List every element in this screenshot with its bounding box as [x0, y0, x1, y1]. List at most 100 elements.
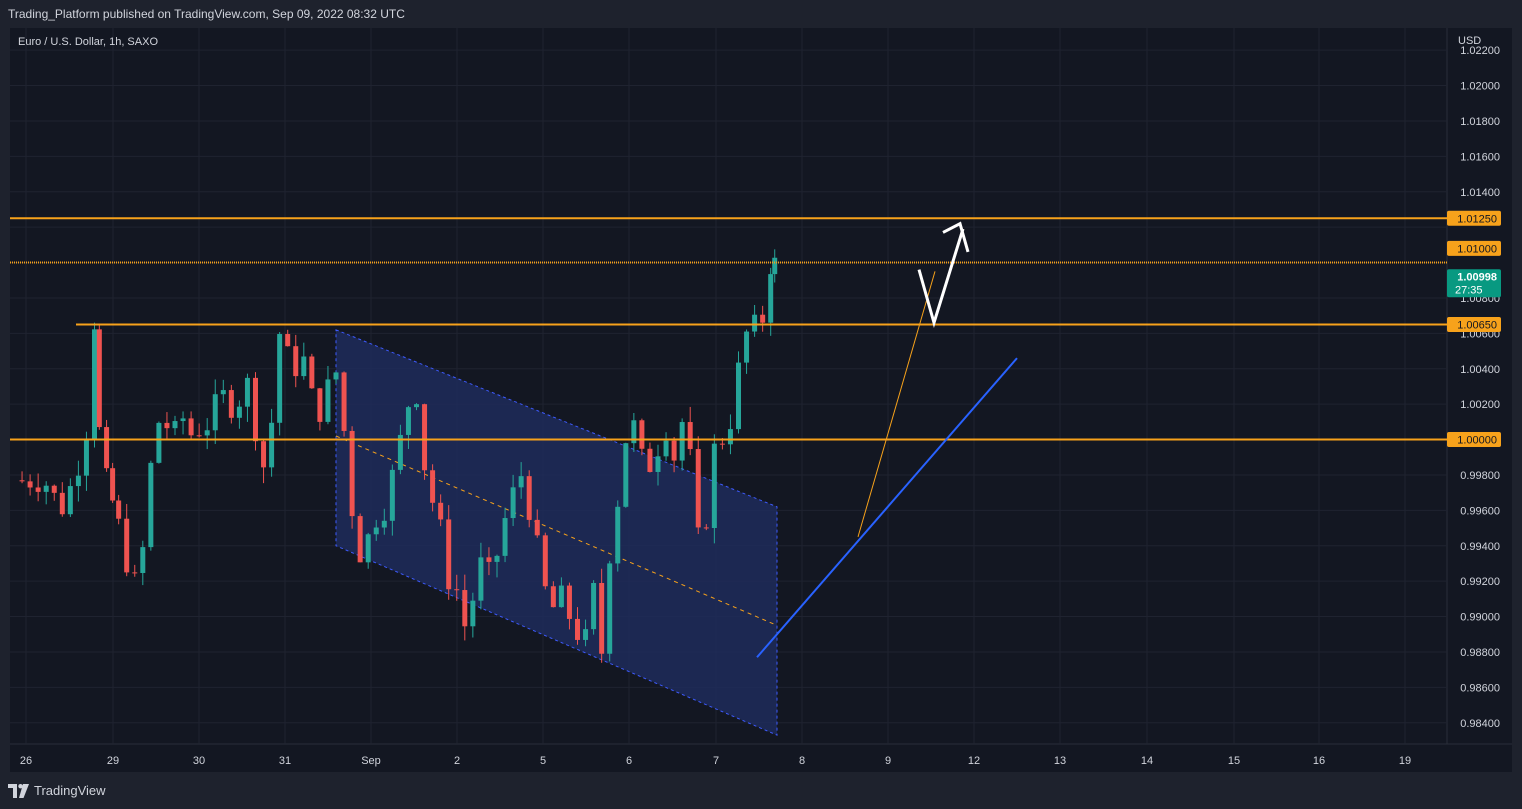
candle-body — [454, 589, 460, 591]
candle-body — [92, 329, 97, 439]
x-tick-label: 12 — [968, 755, 980, 767]
candle-body — [349, 430, 355, 517]
candle-body — [188, 418, 194, 436]
candle-body — [518, 476, 524, 488]
level-price-label: 1.01250 — [1457, 213, 1497, 225]
candle-body — [470, 600, 476, 627]
candle-body — [277, 334, 283, 423]
candle-body — [744, 331, 750, 363]
candle-body — [104, 427, 110, 469]
candle-body — [381, 520, 387, 528]
candle-body — [687, 422, 693, 450]
candle-body — [301, 356, 307, 377]
candle-body — [96, 329, 102, 428]
candle-body — [373, 527, 379, 535]
candle-body — [317, 388, 323, 422]
candle-body — [591, 582, 597, 630]
candle-body — [236, 406, 242, 418]
candle-body — [615, 506, 621, 564]
candle-body — [663, 440, 669, 457]
y-tick-label: 1.02200 — [1460, 45, 1500, 57]
x-tick-label: 15 — [1228, 755, 1240, 767]
level-price-label: 1.01000 — [1457, 243, 1497, 255]
candle-body — [736, 362, 741, 430]
candle-body — [558, 585, 564, 608]
candle-body — [639, 420, 645, 449]
level-price-label-bg — [1447, 210, 1501, 226]
y-tick-label: 1.01800 — [1460, 116, 1500, 128]
current-price-label-countdown: 27:35 — [1455, 285, 1483, 297]
candle-body — [253, 377, 258, 442]
level-price-label: 1.00000 — [1457, 435, 1497, 447]
candle-body — [631, 420, 637, 444]
candle-body — [550, 586, 556, 608]
candle-body — [19, 480, 25, 482]
candle-body — [414, 404, 419, 408]
candle-body — [357, 516, 363, 563]
candle-body — [494, 555, 500, 562]
candle-body — [647, 448, 653, 472]
x-tick-label: 13 — [1054, 755, 1066, 767]
candle-body — [228, 390, 234, 418]
candle-body — [671, 440, 677, 461]
candle-body — [365, 534, 371, 563]
y-tick-label: 0.99600 — [1460, 505, 1500, 517]
candle-body — [110, 468, 116, 501]
candle-body — [341, 372, 347, 431]
publish-header: Trading_Platform published on TradingVie… — [0, 0, 1522, 28]
candle-body — [204, 430, 210, 436]
price-chart[interactable]: 26 29 30 31 Sep 2 5 6 7 8 9 12 13 14 15 16 19 1.02200 1.02… — [10, 28, 1512, 772]
candle-body — [309, 356, 315, 389]
candle-body — [132, 572, 138, 574]
level-price-label-bg — [1447, 317, 1501, 333]
x-tick-label: 2 — [454, 755, 460, 767]
candle-body — [212, 394, 218, 431]
candle-body — [438, 502, 444, 520]
descending-channel — [335, 329, 778, 736]
y-tick-label: 1.01600 — [1460, 151, 1500, 163]
candle-body — [51, 485, 57, 493]
publish-info-text: Trading_Platform published on TradingVie… — [8, 7, 405, 21]
x-tick-label: 30 — [193, 755, 205, 767]
candle-body — [148, 462, 154, 548]
footer-brand: TradingView — [34, 783, 106, 798]
current-price-label: 1.00998 — [1457, 272, 1497, 284]
candle-body — [285, 334, 291, 347]
price-axis — [1447, 28, 1512, 772]
candle-body — [196, 435, 202, 437]
x-tick-label: 16 — [1313, 755, 1325, 767]
candle-body — [59, 492, 65, 515]
candle-body — [502, 518, 508, 556]
candle-body — [422, 404, 428, 471]
candle-body — [510, 487, 516, 519]
candle-body — [140, 547, 146, 574]
candle-body — [156, 422, 162, 463]
candle-body — [772, 257, 778, 275]
y-tick-label: 0.99800 — [1460, 470, 1500, 482]
candle-body — [575, 618, 580, 640]
candle-body — [75, 475, 81, 487]
candle-body — [599, 582, 605, 654]
candle-body — [623, 443, 629, 507]
candle-body — [67, 486, 73, 515]
candle-body — [27, 481, 33, 488]
candle-body — [526, 476, 532, 520]
candle-body — [430, 470, 436, 503]
x-tick-label: 7 — [713, 755, 719, 767]
level-price-label-bg — [1447, 432, 1501, 448]
candle-body — [180, 418, 186, 422]
candle-body — [397, 434, 403, 470]
candle-body — [679, 422, 685, 461]
candle-body — [389, 469, 395, 521]
candle-body — [695, 449, 701, 528]
y-tick-label: 0.98400 — [1460, 718, 1500, 730]
current-price-label-bg — [1447, 269, 1501, 298]
candle-body — [566, 585, 572, 619]
x-tick-label: 8 — [799, 755, 805, 767]
candle-body — [727, 429, 733, 445]
candle-body — [220, 390, 226, 395]
y-tick-label: 0.99200 — [1460, 576, 1500, 588]
candle-body — [244, 377, 250, 407]
projection-arrowhead — [942, 221, 970, 253]
chart-area[interactable]: 26 29 30 31 Sep 2 5 6 7 8 9 12 13 14 15 16 19 1.02200 1.02… — [10, 28, 1512, 772]
